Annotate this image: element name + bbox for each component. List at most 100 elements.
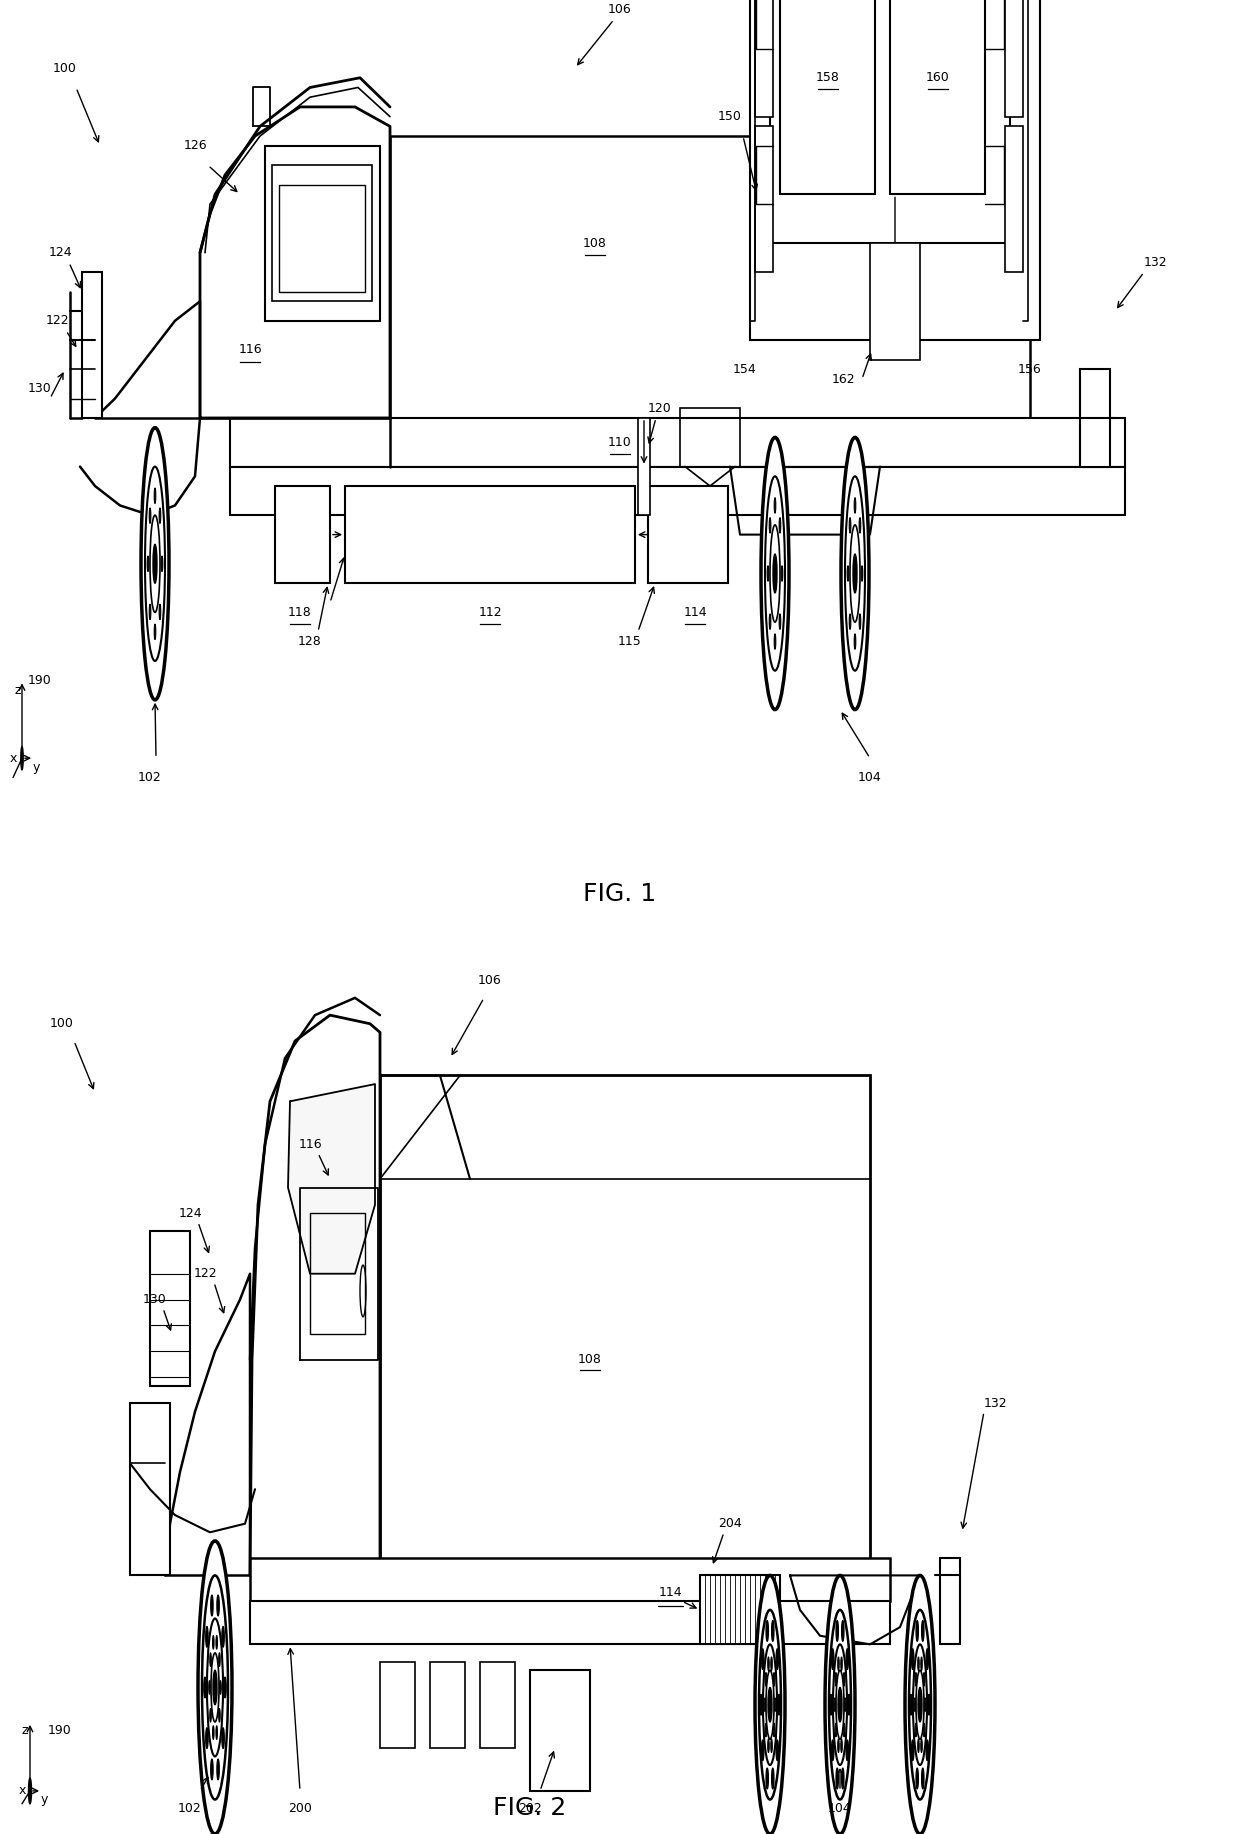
Circle shape	[835, 1698, 836, 1711]
Circle shape	[921, 1739, 923, 1753]
Circle shape	[761, 1740, 764, 1761]
Bar	[275, 486, 330, 583]
Text: 122: 122	[45, 314, 68, 326]
Circle shape	[830, 1695, 832, 1715]
Circle shape	[910, 1695, 913, 1715]
Text: y: y	[32, 761, 40, 774]
Bar	[250, 1601, 890, 1645]
Text: 114: 114	[683, 605, 707, 618]
Text: 100: 100	[50, 1018, 74, 1031]
Circle shape	[905, 1575, 935, 1834]
Circle shape	[918, 1656, 919, 1671]
Circle shape	[154, 624, 156, 640]
Circle shape	[924, 1673, 925, 1685]
Text: 104: 104	[828, 1801, 852, 1814]
Text: x: x	[19, 1784, 26, 1797]
Circle shape	[768, 1656, 769, 1671]
Circle shape	[217, 1759, 219, 1779]
Circle shape	[161, 556, 162, 572]
Bar	[780, 0, 875, 194]
Circle shape	[212, 1726, 215, 1739]
Bar	[265, 145, 379, 321]
Bar	[1004, 127, 1023, 271]
Text: 132: 132	[1143, 257, 1167, 270]
Bar	[750, 0, 1040, 339]
Text: 122: 122	[193, 1267, 217, 1280]
Bar	[770, 0, 1011, 244]
Circle shape	[849, 614, 851, 629]
Bar	[755, 127, 773, 271]
Circle shape	[836, 1621, 838, 1641]
Bar	[1080, 369, 1110, 466]
Circle shape	[774, 1724, 775, 1737]
Circle shape	[854, 497, 856, 514]
Circle shape	[911, 1649, 914, 1669]
Circle shape	[771, 1739, 773, 1753]
Circle shape	[921, 1768, 924, 1788]
Text: 202: 202	[518, 1801, 542, 1814]
Circle shape	[844, 1698, 846, 1711]
Circle shape	[846, 1649, 848, 1669]
Text: 190: 190	[48, 1724, 72, 1737]
Circle shape	[219, 1680, 221, 1695]
Circle shape	[206, 1627, 208, 1647]
Text: 116: 116	[238, 343, 262, 356]
Bar	[391, 136, 1030, 418]
Circle shape	[217, 1596, 219, 1616]
Circle shape	[847, 565, 849, 581]
Circle shape	[841, 1656, 842, 1671]
Circle shape	[766, 1621, 769, 1641]
Circle shape	[776, 1740, 779, 1761]
Circle shape	[222, 1627, 224, 1647]
Text: 124: 124	[48, 246, 72, 259]
Bar	[310, 1214, 365, 1333]
Circle shape	[779, 614, 781, 629]
Circle shape	[825, 1575, 856, 1834]
Circle shape	[153, 545, 157, 583]
Text: 128: 128	[298, 635, 322, 647]
Circle shape	[777, 1695, 780, 1715]
Bar	[279, 185, 365, 292]
Text: 156: 156	[1018, 363, 1042, 376]
Circle shape	[149, 508, 151, 523]
Circle shape	[218, 1652, 221, 1667]
Bar	[680, 409, 740, 466]
Circle shape	[924, 1698, 926, 1711]
Text: 132: 132	[983, 1396, 1007, 1410]
Bar	[229, 418, 1125, 466]
Circle shape	[862, 565, 863, 581]
Text: 190: 190	[29, 673, 52, 688]
Circle shape	[832, 1740, 835, 1761]
Circle shape	[926, 1740, 929, 1761]
Circle shape	[916, 1621, 919, 1641]
Circle shape	[915, 1724, 916, 1737]
Text: z: z	[22, 1724, 29, 1737]
Circle shape	[911, 1740, 914, 1761]
Circle shape	[854, 635, 856, 649]
Text: 110: 110	[608, 436, 632, 449]
Text: 118: 118	[288, 605, 312, 618]
Bar	[430, 1662, 465, 1748]
Circle shape	[921, 1656, 923, 1671]
Bar	[701, 1575, 780, 1645]
Bar	[870, 242, 920, 359]
Circle shape	[843, 1724, 844, 1737]
Circle shape	[924, 1724, 925, 1737]
Circle shape	[212, 1636, 215, 1649]
Circle shape	[208, 1680, 211, 1695]
Text: 102: 102	[179, 1801, 202, 1814]
Bar	[639, 418, 650, 515]
Polygon shape	[288, 1084, 374, 1273]
Text: 106: 106	[608, 4, 632, 17]
Text: 106: 106	[479, 974, 502, 987]
Circle shape	[843, 1673, 844, 1685]
Bar	[480, 1662, 515, 1748]
Circle shape	[771, 1621, 774, 1641]
Bar	[529, 1671, 590, 1790]
Circle shape	[761, 438, 789, 710]
Circle shape	[755, 1575, 785, 1834]
Circle shape	[761, 1649, 764, 1669]
Circle shape	[206, 1728, 208, 1748]
Circle shape	[918, 1739, 919, 1753]
Text: 154: 154	[733, 363, 756, 376]
